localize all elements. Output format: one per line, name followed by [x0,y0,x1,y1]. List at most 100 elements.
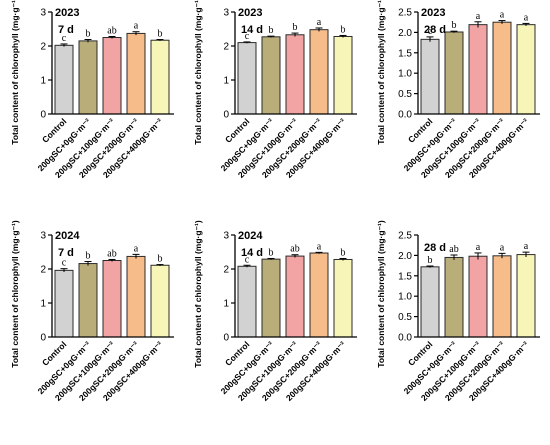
bar [444,31,464,115]
bar [444,256,464,338]
significance-letter: a [317,17,322,28]
y-tick-label: 0 [40,333,46,344]
significance-letter: b [341,24,346,35]
bar [126,32,146,115]
significance-letter: b [86,29,91,40]
chart-panel-3: Total content of chlorophyll (mg·g⁻¹) 0.0… [376,0,540,180]
significance-letter: ab [290,244,299,255]
bar [78,40,98,115]
bar [468,255,488,338]
bar [126,255,146,338]
bar [333,35,353,115]
y-tick-label: 1 [223,299,229,310]
y-tick-label: 2 [40,42,46,53]
bar [309,29,329,115]
bar [54,44,74,115]
bar [468,24,488,115]
y-tick-label: 1.0 [398,69,412,80]
bar [150,39,170,115]
y-tick-label: 2.0 [398,251,412,262]
year-label: 2023 [238,7,262,19]
year-label: 2023 [421,7,445,19]
day-label: 28 d [424,24,446,36]
bar [492,255,512,338]
significance-letter: b [269,25,274,36]
significance-letter: a [524,241,529,252]
bar [78,263,98,338]
significance-letter: c [245,31,250,42]
y-tick-label: 0.5 [398,312,412,323]
year-label: 2024 [55,230,80,242]
day-label: 7 d [58,24,74,36]
bar [102,37,122,115]
y-tick-label: 2 [40,265,46,276]
y-tick-label: 1.5 [398,271,412,282]
significance-letter: a [476,242,481,253]
significance-letter: b [158,254,163,265]
significance-letter: b [86,251,91,262]
y-tick-label: 0.0 [398,110,412,121]
significance-letter: a [476,11,481,22]
day-label: 14 d [241,24,263,36]
significance-letter: a [500,242,505,253]
chart-panel-6: Total content of chlorophyll (mg·g⁻¹) 0.0… [376,220,540,403]
y-tick-label: 0.5 [398,89,412,100]
chart-panel-1: Total content of chlorophyll (mg·g⁻¹) 0 1 2… [10,0,174,180]
y-tick-label: 0 [223,333,229,344]
chart-panel-2: Total content of chlorophyll (mg·g⁻¹) 0 1 2… [193,0,357,180]
significance-letter: b [158,29,163,40]
y-tick-label: 2 [223,265,229,276]
y-tick-label: 2.5 [398,8,412,19]
y-tick-label: 0.0 [398,333,412,344]
bar [261,258,281,338]
y-axis-label: Total content of chlorophyll (mg·g⁻¹) [10,220,20,368]
significance-letter: a [524,12,529,23]
significance-letter: b [269,247,274,258]
significance-letter: b [293,22,298,33]
significance-letter: b [341,247,346,258]
y-tick-label: 3 [40,8,46,19]
y-tick-label: 0 [40,110,46,121]
significance-letter: a [134,243,139,254]
bar [237,265,257,338]
significance-letter: ab [107,248,116,259]
y-tick-label: 1.5 [398,48,412,59]
day-label: 28 d [424,242,446,254]
y-tick-label: 2 [223,42,229,53]
bar [237,42,257,115]
bar [309,252,329,338]
bar [285,34,305,115]
y-axis-label: Total content of chlorophyll (mg·g⁻¹) [193,0,203,145]
chart-panel-4: Total content of chlorophyll (mg·g⁻¹) 0 1 2… [10,220,174,403]
y-tick-label: 3 [223,231,229,242]
bar [285,255,305,338]
significance-letter: c [428,26,433,37]
y-tick-label: 3 [40,231,46,242]
year-label: 2024 [238,230,263,242]
significance-letter: ab [449,244,458,255]
y-tick-label: 2.0 [398,28,412,39]
significance-letter: b [452,20,457,31]
bar [516,24,536,115]
y-axis-label: Total content of chlorophyll (mg·g⁻¹) [10,0,20,145]
y-tick-label: 3 [223,8,229,19]
bar [420,266,440,338]
chart-panel-5: Total content of chlorophyll (mg·g⁻¹) 0 1 2… [193,220,357,403]
significance-letter: a [134,21,139,32]
significance-letter: c [62,258,67,269]
y-tick-label: 1 [40,76,46,87]
significance-letter: b [428,255,433,266]
significance-letter: c [245,254,250,265]
y-tick-label: 1.0 [398,292,412,303]
y-tick-label: 2.5 [398,231,412,242]
bar [261,36,281,115]
significance-letter: a [317,241,322,252]
bar [54,269,74,338]
significance-letter: c [62,33,67,44]
y-tick-label: 0 [223,110,229,121]
y-tick-label: 1 [40,299,46,310]
y-tick-label: 1 [223,76,229,87]
year-label: 2023 [55,7,79,19]
bar [420,38,440,115]
bar [333,258,353,338]
